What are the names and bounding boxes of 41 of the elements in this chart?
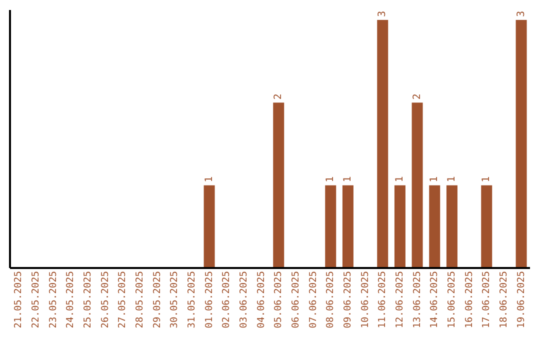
x-tick-label: 09.06.2025 <box>342 271 354 328</box>
x-tick-label: 29.05.2025 <box>152 271 163 328</box>
data-label: 3 <box>377 10 388 17</box>
x-tick-label: 27.05.2025 <box>117 271 128 328</box>
x-tick-label: 18.06.2025 <box>498 271 510 328</box>
x-tick-label: 22.05.2025 <box>30 271 42 328</box>
x-tick-label: 04.06.2025 <box>256 271 267 328</box>
x-tick-label: 07.06.2025 <box>308 271 319 328</box>
x-tick-label: 08.06.2025 <box>325 271 336 328</box>
x-tick-label: 21.05.2025 <box>13 271 24 328</box>
data-label: 1 <box>394 176 406 182</box>
data-label: 1 <box>481 176 492 182</box>
x-tick-label: 05.06.2025 <box>273 271 284 328</box>
data-label: 2 <box>412 94 423 100</box>
data-label: 1 <box>446 176 458 182</box>
x-tick-label: 26.05.2025 <box>100 271 111 328</box>
x-tick-label: 28.05.2025 <box>134 271 146 328</box>
x-tick-label: 02.06.2025 <box>221 271 232 328</box>
x-tick-label: 30.05.2025 <box>169 271 180 328</box>
data-label: 1 <box>342 176 354 182</box>
data-label: 2 <box>273 94 284 100</box>
data-label: 1 <box>429 176 440 182</box>
x-tick-label: 19.06.2025 <box>516 271 527 328</box>
data-label: 1 <box>325 176 336 182</box>
x-tick-label: 06.06.2025 <box>290 271 302 328</box>
x-tick-label: 17.06.2025 <box>481 271 492 328</box>
data-label: 3 <box>516 10 527 17</box>
x-tick-label: 12.06.2025 <box>394 271 406 328</box>
x-tick-label: 13.06.2025 <box>412 271 423 328</box>
x-tick-label: 14.06.2025 <box>429 271 440 328</box>
x-tick-label: 15.06.2025 <box>446 271 458 328</box>
x-tick-label: 01.06.2025 <box>204 271 215 328</box>
data-label: 1 <box>204 176 215 182</box>
x-tick-label: 16.06.2025 <box>464 271 475 328</box>
x-tick-label: 31.05.2025 <box>186 271 198 328</box>
x-tick-label: 11.06.2025 <box>377 271 388 328</box>
x-tick-label: 10.06.2025 <box>360 271 371 328</box>
x-tick-label: 03.06.2025 <box>238 271 250 328</box>
x-tick-label: 23.05.2025 <box>48 271 59 328</box>
x-tick-label: 24.05.2025 <box>65 271 76 328</box>
x-tick-label: 25.05.2025 <box>82 271 94 328</box>
